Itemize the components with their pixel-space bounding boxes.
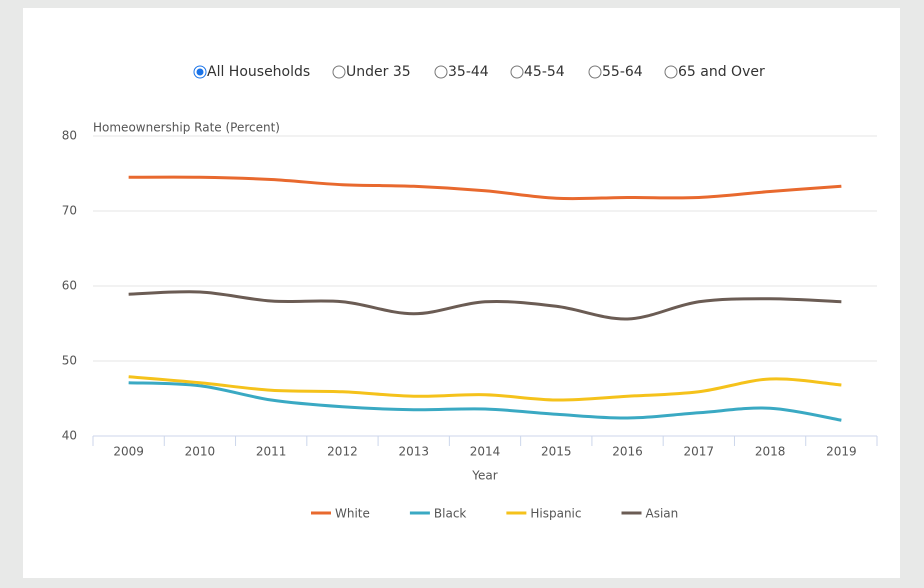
radio-button[interactable] bbox=[664, 65, 678, 79]
y-tick-label: 70 bbox=[62, 204, 77, 218]
legend-label: Black bbox=[434, 507, 467, 521]
x-axis-title: Year bbox=[471, 469, 497, 483]
x-tick-label: 2016 bbox=[612, 445, 643, 459]
radio-button[interactable] bbox=[332, 65, 346, 79]
legend-label: Hispanic bbox=[530, 507, 581, 521]
x-tick-label: 2018 bbox=[755, 445, 786, 459]
x-tick-label: 2012 bbox=[327, 445, 358, 459]
x-tick-label: 2011 bbox=[256, 445, 287, 459]
x-tick-label: 2015 bbox=[541, 445, 572, 459]
radio-label[interactable]: 55-64 bbox=[602, 64, 643, 80]
radio-label[interactable]: 45-54 bbox=[524, 64, 565, 80]
x-tick-label: 2013 bbox=[398, 445, 429, 459]
legend-label: White bbox=[335, 507, 370, 521]
series-line bbox=[128, 290, 842, 321]
x-tick-label: 2019 bbox=[826, 445, 857, 459]
y-tick-label: 60 bbox=[62, 279, 77, 293]
series-line bbox=[128, 381, 842, 422]
y-tick-label: 40 bbox=[62, 429, 77, 443]
series-line bbox=[128, 375, 842, 402]
radio-label[interactable]: 65 and Over bbox=[678, 64, 765, 80]
radio-button[interactable] bbox=[510, 65, 524, 79]
x-tick-label: 2009 bbox=[113, 445, 144, 459]
series-line bbox=[128, 175, 842, 201]
x-tick-label: 2017 bbox=[684, 445, 715, 459]
y-tick-label: 80 bbox=[62, 129, 77, 143]
radio-button[interactable] bbox=[434, 65, 448, 79]
x-tick-label: 2010 bbox=[185, 445, 216, 459]
radio-label[interactable]: All Households bbox=[207, 64, 310, 80]
radio-button[interactable] bbox=[588, 65, 602, 79]
y-axis-title: Homeownership Rate (Percent) bbox=[93, 121, 280, 135]
legend-label: Asian bbox=[646, 507, 679, 521]
radio-label[interactable]: Under 35 bbox=[346, 64, 411, 80]
radio-dot bbox=[196, 68, 204, 76]
x-tick-label: 2014 bbox=[470, 445, 501, 459]
radio-label[interactable]: 35-44 bbox=[448, 64, 489, 80]
y-tick-label: 50 bbox=[62, 354, 77, 368]
